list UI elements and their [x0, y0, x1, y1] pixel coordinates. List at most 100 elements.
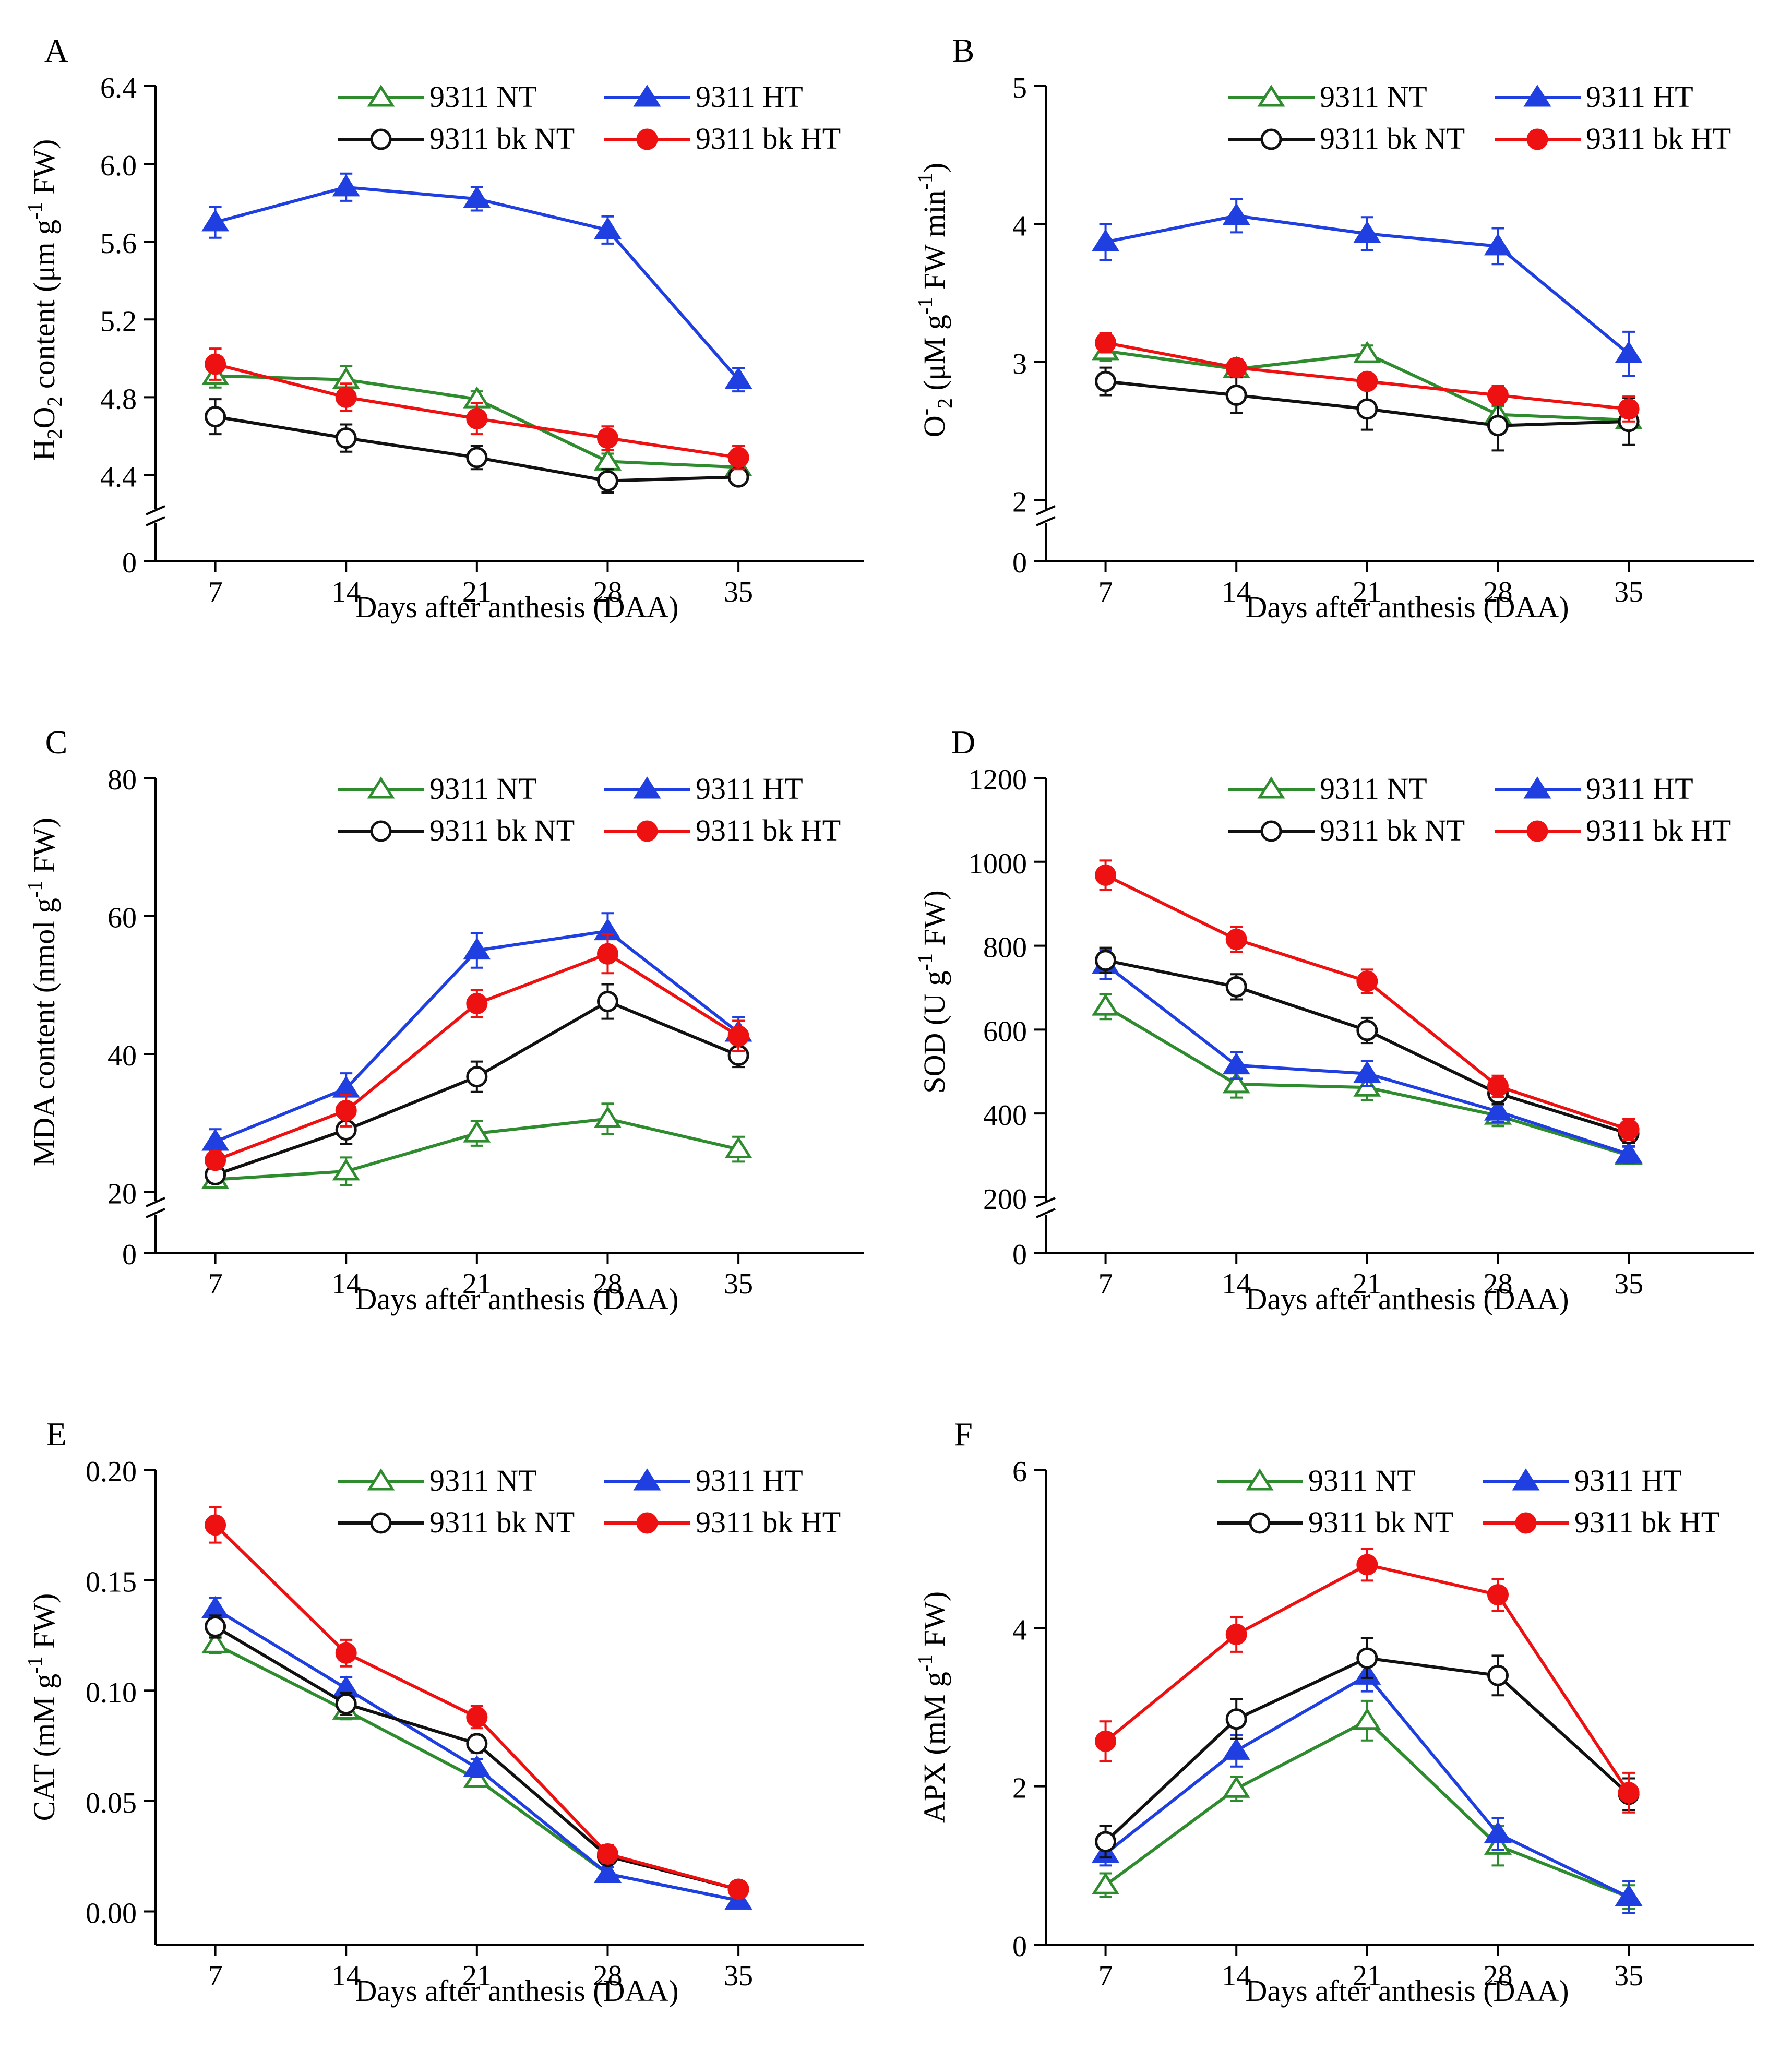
series-9311-ht — [1092, 198, 1643, 377]
data-point — [1487, 1584, 1509, 1606]
x-tick-label: 14 — [331, 1960, 361, 1992]
y-tick-label: 0.10 — [86, 1676, 137, 1709]
y-tick-label: 0 — [1012, 547, 1027, 579]
data-point — [1092, 993, 1120, 1016]
x-tick-label: 28 — [1483, 1960, 1512, 1992]
legend-marker — [367, 85, 395, 107]
series-9311-bk-ht — [1095, 859, 1640, 1141]
data-point — [335, 1099, 357, 1121]
data-point — [466, 407, 488, 429]
x-axis-label: Days after anthesis (DAA) — [1245, 590, 1569, 624]
y-axis-label-part: ) — [917, 163, 951, 173]
data-point — [1222, 1737, 1250, 1760]
y-axis-label-part: FW) — [27, 139, 61, 202]
x-tick-label: 35 — [1614, 576, 1643, 608]
legend-label: 9311 bk NT — [1320, 813, 1465, 847]
y-tick-label: 4.8 — [100, 383, 137, 415]
y-tick-label: 1000 — [969, 848, 1027, 880]
legend-label: 9311 bk HT — [1574, 1505, 1719, 1539]
y-axis-label: H2O2 content (μm g-1 FW) — [23, 139, 66, 461]
legend-label: 9311 NT — [429, 772, 537, 806]
y-tick-label: 0.20 — [86, 1456, 137, 1488]
legend-marker — [633, 85, 661, 107]
legend-marker — [1526, 820, 1548, 842]
data-point — [1095, 1730, 1117, 1752]
data-point — [1222, 1776, 1250, 1798]
data-point — [201, 1631, 230, 1653]
x-tick-label: 14 — [1222, 1268, 1251, 1300]
x-axis-label: Days after anthesis (DAA) — [355, 1974, 678, 2008]
data-point — [1092, 1872, 1120, 1894]
y-tick-label: 4.4 — [100, 461, 137, 493]
legend-marker — [636, 820, 658, 842]
legend: 9311 NT 9311 HT 9311 bk NT 9311 bk HT — [1228, 80, 1731, 155]
legend-label: 9311 bk NT — [1308, 1505, 1453, 1539]
data-point — [205, 1149, 226, 1171]
axis-break-mark — [1036, 1208, 1056, 1218]
y-tick-label: 0.00 — [86, 1898, 137, 1930]
data-point — [1618, 1782, 1640, 1804]
y-axis-label-part: -1 — [913, 1654, 937, 1672]
y-axis-label-part: - — [913, 409, 937, 415]
data-point — [1095, 865, 1117, 886]
data-point — [1618, 398, 1640, 420]
legend-marker — [367, 776, 395, 799]
data-point — [466, 447, 488, 469]
data-point — [335, 1642, 357, 1664]
y-axis-label-part: FW) — [917, 1591, 951, 1654]
legend-label: 9311 NT — [1320, 80, 1427, 114]
y-tick-label: 80 — [107, 764, 137, 796]
y-tick-label: 40 — [107, 1040, 137, 1072]
data-point — [596, 427, 618, 449]
axis-break-mark — [146, 505, 165, 515]
data-point — [205, 1616, 226, 1638]
y-tick-label: 20 — [107, 1178, 137, 1210]
data-point — [593, 1861, 622, 1884]
y-tick-label: 6.0 — [100, 150, 137, 182]
data-point — [1095, 332, 1117, 354]
legend-marker — [1260, 128, 1282, 150]
y-axis-label-part: -1 — [23, 1656, 46, 1673]
data-point — [463, 186, 491, 208]
series-line — [1104, 1719, 1630, 1899]
legend: 9311 NT 9311 HT 9311 bk NT 9311 bk HT — [338, 80, 841, 155]
data-point — [205, 1514, 226, 1536]
y-axis-label: CAT (mM g-1 FW) — [23, 1593, 61, 1821]
data-point — [1484, 1098, 1512, 1121]
legend-marker — [1257, 85, 1285, 107]
legend-label: 9311 bk HT — [696, 122, 841, 155]
data-point — [593, 1106, 622, 1128]
data-point — [463, 937, 491, 960]
data-point — [1225, 385, 1247, 406]
y-tick-label: 3 — [1012, 348, 1027, 380]
data-point — [724, 367, 752, 389]
series-9311-nt — [201, 1102, 752, 1189]
data-point — [463, 1120, 491, 1143]
panel-d: D 0 200 400 600 800 1000 1200 7 14 21 28 35 Days afte… — [913, 724, 1754, 1316]
data-point — [1487, 1075, 1509, 1097]
series-line — [214, 1608, 739, 1902]
series-9311-bk-ht — [205, 933, 749, 1171]
data-point — [727, 447, 749, 469]
legend-marker — [636, 1512, 658, 1534]
y-axis-label-part: 2 — [43, 428, 66, 439]
legend-label: 9311 HT — [1586, 772, 1693, 806]
data-point — [1225, 976, 1247, 998]
series-9311-ht — [1092, 1659, 1643, 1914]
data-point — [205, 353, 226, 375]
y-axis-label-part: content (μm g — [27, 220, 61, 397]
y-tick-label: 0 — [1012, 1930, 1027, 1963]
legend-label: 9311 bk NT — [1320, 122, 1465, 155]
y-axis-label-part: -1 — [913, 173, 937, 190]
legend-marker — [633, 1468, 661, 1491]
y-tick-label: 5.2 — [100, 305, 137, 338]
panel-a: A 0 4.4 4.8 5.2 5.6 6.0 6.4 7 14 21 28 35 Days after … — [23, 32, 864, 624]
data-point — [1356, 370, 1378, 392]
legend-marker — [1523, 85, 1551, 107]
x-axis-label: Days after anthesis (DAA) — [355, 590, 678, 624]
y-tick-label: 0.15 — [86, 1566, 137, 1599]
y-axis-label-part: CAT (mM g — [27, 1674, 61, 1821]
data-point — [1615, 1884, 1643, 1906]
x-tick-label: 28 — [593, 576, 622, 608]
